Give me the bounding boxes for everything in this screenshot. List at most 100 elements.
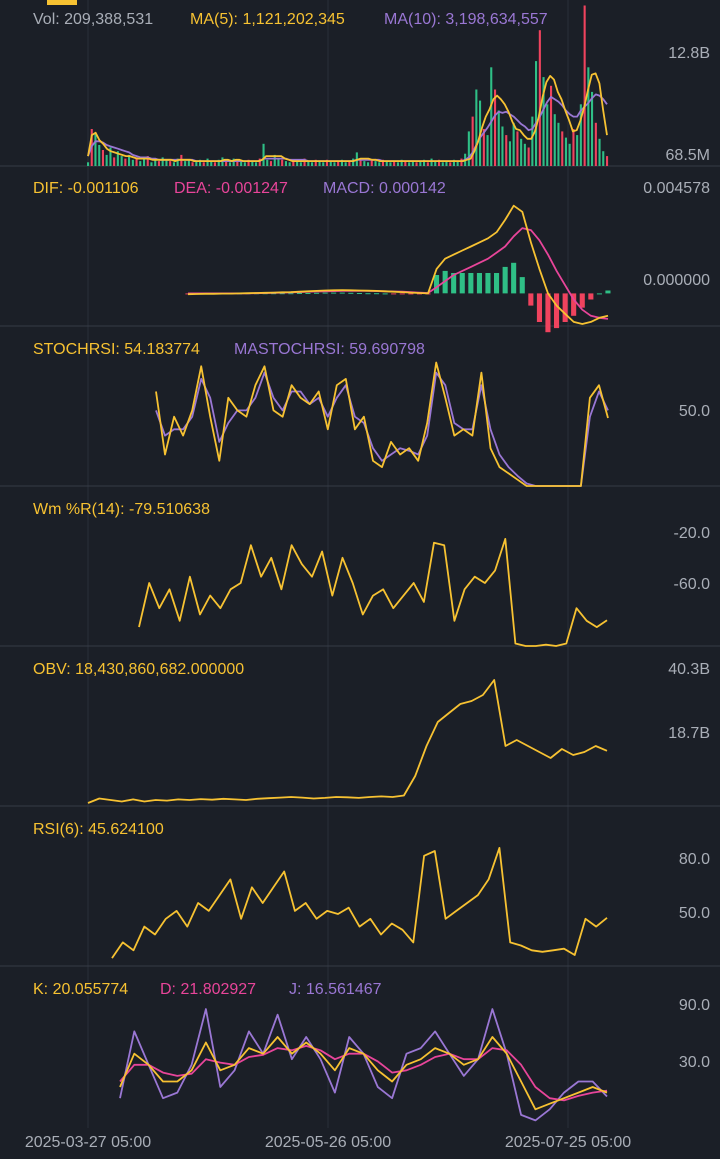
volume-bar: [299, 162, 302, 166]
volume-bar: [120, 156, 123, 166]
grid-layer: [0, 0, 720, 1128]
macd-value-label: MACD: 0.000142: [323, 180, 446, 197]
volume-bar: [523, 143, 526, 166]
volume-bar: [449, 162, 452, 166]
macd-histogram-bar: [348, 292, 354, 294]
volume-bar: [535, 61, 538, 166]
volume-bar: [206, 158, 209, 166]
macd-histogram-bar: [382, 293, 388, 295]
volume-bar: [553, 114, 556, 166]
macd-histogram-bar: [545, 293, 551, 333]
volume-bar: [568, 143, 571, 166]
macd-dif-line: [187, 204, 609, 325]
volume-bar: [527, 147, 530, 166]
macd-histogram-bar: [434, 275, 440, 294]
vol-y-tick-bottom: 68.5M: [666, 147, 710, 164]
volume-bar: [187, 159, 190, 166]
macd-histogram-bar: [459, 273, 465, 294]
macd-histogram-bar: [528, 293, 534, 306]
volume-bar: [606, 156, 609, 166]
volume-bar: [348, 161, 351, 166]
macd-y-tick-zero: 0.000000: [643, 272, 710, 289]
volume-bar: [195, 161, 198, 166]
marks-layer: [87, 5, 611, 1122]
volume-bar: [202, 162, 205, 166]
volume-bar: [482, 129, 485, 166]
volume-bar: [113, 157, 116, 166]
volume-bar: [143, 158, 146, 166]
kdj-y-tick-top: 90.0: [679, 997, 710, 1014]
obv-y-tick-bottom: 18.7B: [668, 725, 710, 742]
macd-histogram-bar: [296, 293, 302, 294]
kdj-d-label: D: 21.802927: [160, 981, 256, 998]
volume-bar: [411, 161, 414, 166]
volume-bar: [505, 135, 508, 166]
volume-bar: [576, 135, 579, 166]
volume-bar: [131, 159, 134, 166]
volume-bar: [262, 143, 265, 166]
kdj-k-line: [119, 1036, 608, 1111]
volume-bar: [292, 159, 295, 166]
volume-bar: [232, 158, 235, 166]
volume-bar: [288, 162, 291, 166]
stochrsi-line: [155, 361, 609, 487]
volume-bar: [325, 159, 328, 166]
volume-bar: [367, 162, 370, 166]
macd-histogram-bar: [339, 292, 345, 294]
volume-bar: [557, 122, 560, 166]
volume-bar: [176, 158, 179, 166]
macd-histogram-bar: [476, 273, 482, 294]
volume-bar: [210, 161, 213, 166]
volume-bar: [385, 161, 388, 166]
volume-bar: [415, 162, 418, 166]
volume-bar: [318, 161, 321, 166]
volume-bar: [139, 161, 142, 166]
volume-bar: [583, 5, 586, 166]
volume-bar: [359, 159, 362, 166]
volume-bar: [486, 135, 489, 166]
volume-bar: [109, 147, 112, 166]
volume-bar: [225, 161, 228, 166]
macd-histogram-bar: [571, 293, 577, 316]
macd-histogram-bar: [391, 293, 397, 295]
macd-histogram-bar: [356, 293, 362, 294]
volume-bar: [508, 141, 511, 166]
macd-histogram-bar: [485, 273, 491, 294]
volume-bar: [393, 161, 396, 166]
volume-bar: [352, 158, 355, 166]
volume-bar: [475, 89, 478, 166]
volume-bar: [124, 158, 127, 166]
volume-bar: [322, 162, 325, 166]
volume-bar: [404, 161, 407, 166]
macd-histogram-bar: [502, 266, 508, 294]
obv-label: OBV: 18,430,860,682.000000: [33, 661, 244, 678]
volume-bar: [344, 162, 347, 166]
macd-histogram-bar: [399, 293, 405, 295]
volume-bar: [184, 161, 187, 166]
volume-bar: [217, 159, 220, 166]
volume-bar: [426, 162, 429, 166]
volume-bar: [284, 161, 287, 166]
volume-bar: [516, 131, 519, 166]
volume-bar: [240, 161, 243, 166]
rsi-y-tick-top: 80.0: [679, 851, 710, 868]
volume-bar: [572, 129, 575, 166]
macd-dif-label: DIF: -0.001106: [33, 180, 139, 197]
volume-bar: [494, 89, 497, 166]
volume-bar: [400, 159, 403, 166]
volume-bar: [430, 158, 433, 166]
volume-bar: [296, 161, 299, 166]
williams-r-line: [138, 538, 608, 647]
volume-bar: [161, 157, 164, 166]
volume-bar: [87, 162, 90, 166]
macd-histogram-bar: [314, 292, 320, 294]
macd-histogram-bar: [596, 293, 602, 295]
vol-y-tick-top: 12.8B: [668, 45, 710, 62]
volume-bar: [105, 154, 108, 166]
volume-bar: [337, 161, 340, 166]
volume-bar: [490, 67, 493, 167]
volume-bar: [281, 159, 284, 166]
volume-bar: [146, 156, 149, 166]
